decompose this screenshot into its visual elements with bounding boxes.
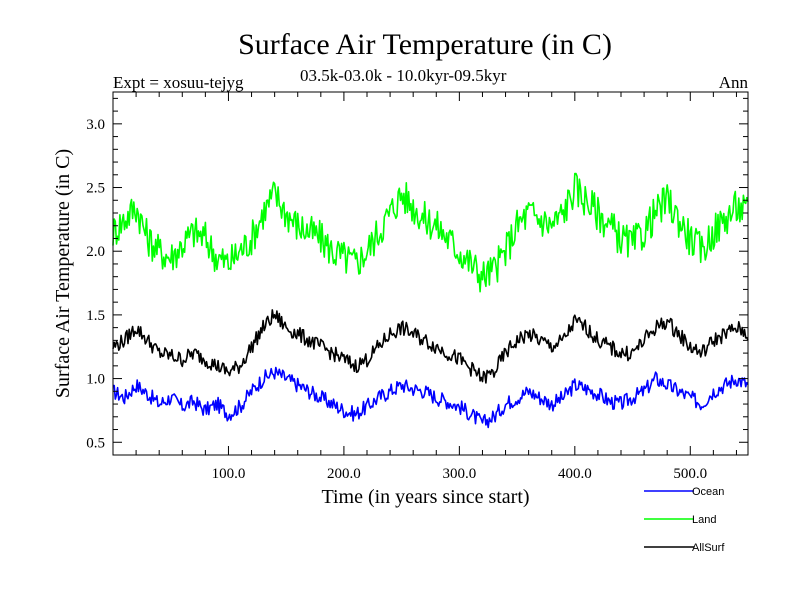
y-tick-label: 2.5 xyxy=(86,181,105,197)
plot-frame xyxy=(112,91,749,456)
chart-title: Surface Air Temperature (in C) xyxy=(238,28,612,61)
y-axis-label: Surface Air Temperature (in C) xyxy=(52,149,74,398)
x-tick-label: 300.0 xyxy=(442,466,476,482)
series-line-allsurf xyxy=(112,309,749,384)
x-tick-label: 400.0 xyxy=(558,466,592,482)
y-tick-label: 2.0 xyxy=(86,244,105,260)
chart-subtitle: 03.5k-03.0k - 10.0kyr-09.5kyr xyxy=(300,66,507,85)
y-tick-label: 0.5 xyxy=(86,435,105,451)
legend: Ocean Land AllSurf xyxy=(644,486,725,554)
season-label: Ann xyxy=(718,73,748,92)
y-tick-label: 1.0 xyxy=(86,372,105,388)
legend-label-land: Land xyxy=(692,514,716,526)
y-tick-label: 1.5 xyxy=(86,308,105,324)
plot-area xyxy=(112,172,749,429)
x-tick-label: 100.0 xyxy=(212,466,246,482)
x-tick-label: 200.0 xyxy=(327,466,361,482)
legend-label-ocean: Ocean xyxy=(692,486,724,498)
x-tick-label: 500.0 xyxy=(673,466,707,482)
x-axis-label: Time (in years since start) xyxy=(321,486,529,508)
experiment-label: Expt = xosuu-tejyg xyxy=(113,73,244,92)
legend-label-allsurf: AllSurf xyxy=(692,542,725,554)
series-line-ocean xyxy=(112,366,749,429)
y-tick-label: 3.0 xyxy=(86,117,105,133)
axes: 100.0 200.0 300.0 400.0 500.0 0.5 1.0 1.5 2.0 2.5… xyxy=(52,91,749,508)
series-line-land xyxy=(112,172,749,293)
